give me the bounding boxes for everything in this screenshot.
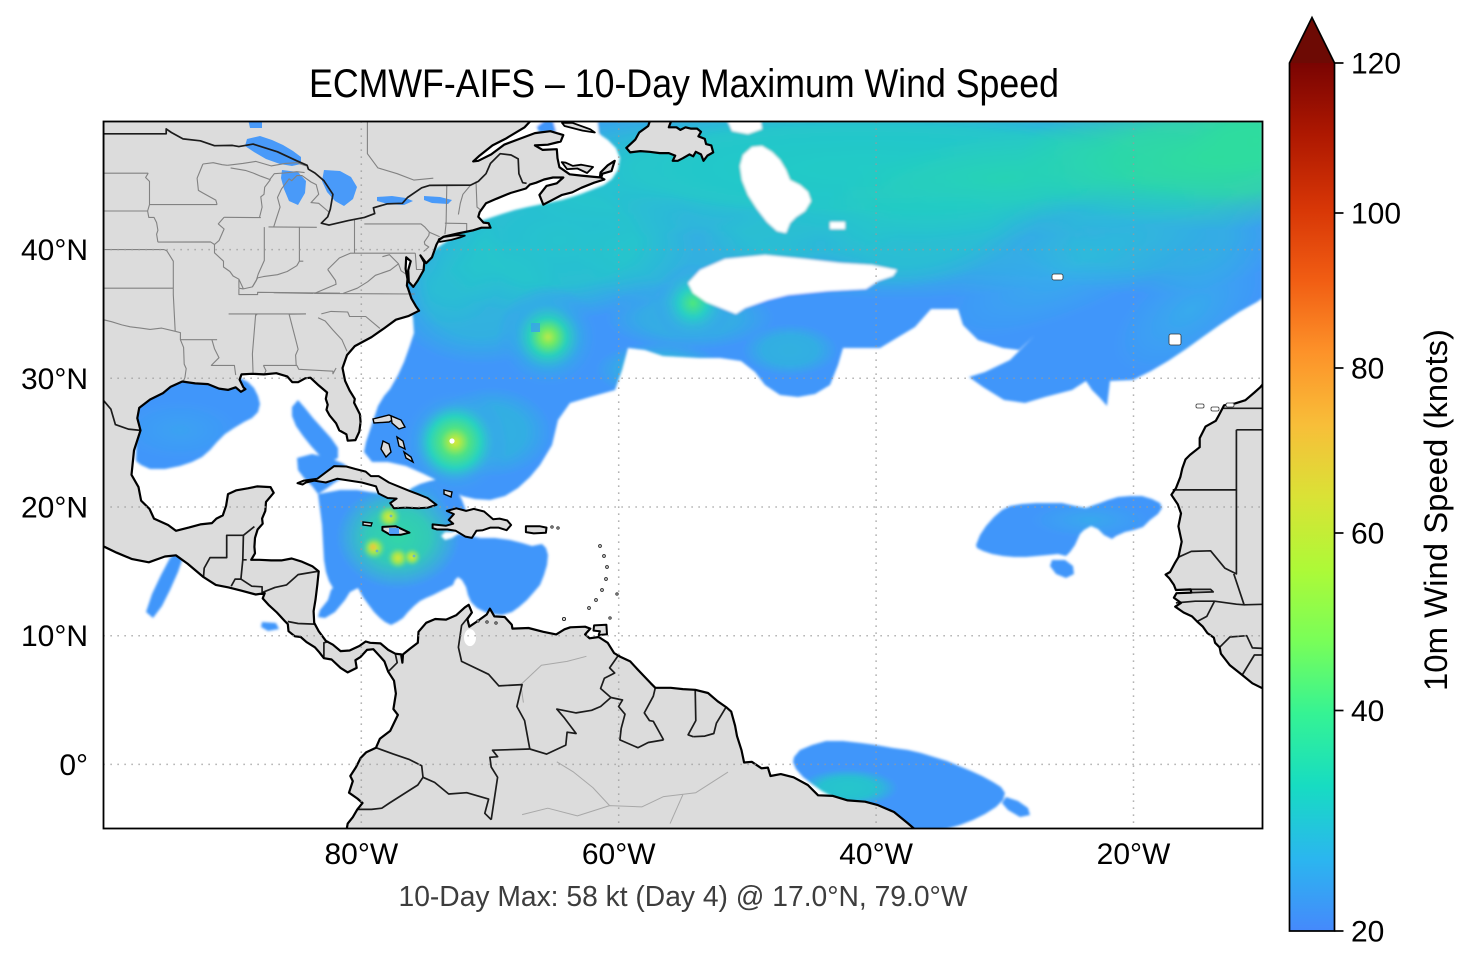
svg-text:20°W: 20°W [1097,838,1171,871]
svg-text:0°: 0° [59,749,88,782]
svg-text:40°W: 40°W [839,838,913,871]
svg-text:120: 120 [1351,48,1401,81]
svg-text:20: 20 [1351,916,1384,949]
svg-text:40°N: 40°N [21,234,88,267]
svg-text:40: 40 [1351,695,1384,728]
svg-text:100: 100 [1351,198,1401,231]
svg-text:80: 80 [1351,353,1384,386]
svg-text:30°N: 30°N [21,363,88,396]
svg-text:10°N: 10°N [21,620,88,653]
svg-text:20°N: 20°N [21,492,88,525]
svg-text:60: 60 [1351,518,1384,551]
svg-text:80°W: 80°W [324,838,398,871]
svg-text:10-Day Max: 58 kt (Day 4) @ 17: 10-Day Max: 58 kt (Day 4) @ 17.0°N, 79.0… [399,881,969,913]
svg-text:60°W: 60°W [582,838,656,871]
svg-text:10m Wind Speed (knots): 10m Wind Speed (knots) [1418,329,1454,691]
svg-text:ECMWF-AIFS – 10-Day Maximum Wi: ECMWF-AIFS – 10-Day Maximum Wind Speed [309,62,1059,106]
